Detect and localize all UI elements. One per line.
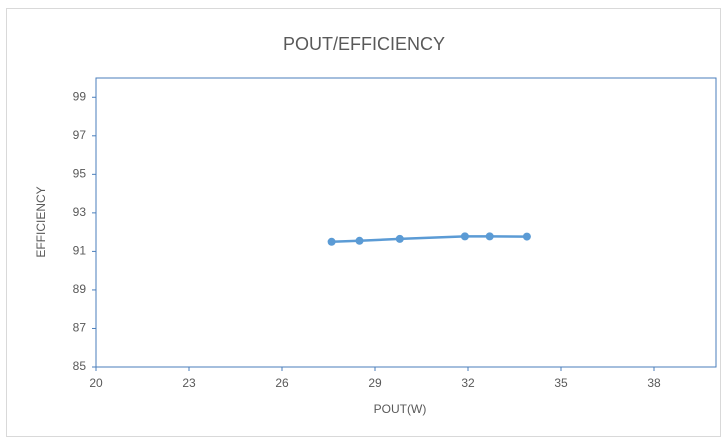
y-tick-label: 93	[73, 205, 87, 219]
x-tick-label: 29	[368, 376, 382, 390]
chart-title: POUT/EFFICIENCY	[283, 34, 445, 54]
x-tick-label: 26	[275, 376, 289, 390]
x-tick-label: 35	[554, 376, 568, 390]
y-tick-label: 89	[73, 282, 87, 296]
y-tick-label: 97	[73, 128, 87, 142]
x-tick-label: 38	[647, 376, 661, 390]
y-tick-label: 85	[73, 359, 87, 373]
data-point	[327, 237, 336, 246]
data-point	[395, 234, 404, 243]
x-tick-label: 23	[182, 376, 196, 390]
x-tick-label: 32	[461, 376, 475, 390]
x-tick-label: 20	[89, 376, 103, 390]
x-axis-label: POUT(W)	[374, 402, 427, 416]
data-point	[522, 232, 531, 241]
y-axis-label: EFFICIENCY	[34, 186, 48, 257]
y-tick-label: 91	[73, 244, 87, 258]
y-tick-label: 95	[73, 167, 87, 181]
y-tick-label: 87	[73, 321, 87, 335]
data-point	[460, 232, 469, 241]
data-point	[355, 236, 364, 245]
series-line	[331, 235, 527, 244]
y-tick-label: 99	[73, 89, 87, 103]
data-point	[485, 232, 494, 241]
chart-border	[6, 8, 721, 437]
plot-area	[95, 77, 717, 368]
